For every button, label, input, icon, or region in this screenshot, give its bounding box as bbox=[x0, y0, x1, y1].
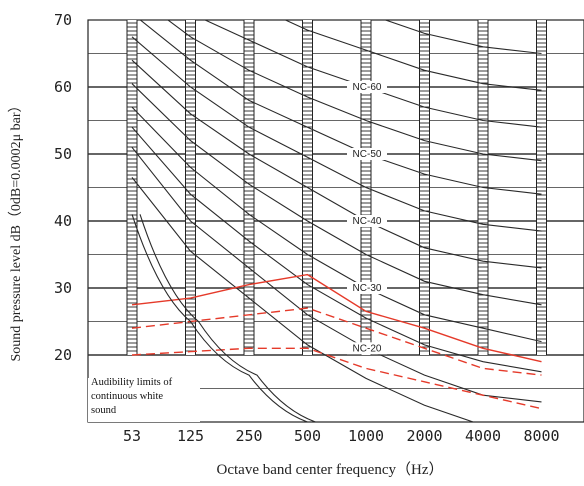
y-tick-label: 60 bbox=[54, 78, 72, 96]
x-tick-label: 1000 bbox=[348, 427, 384, 445]
y-tick-label: 50 bbox=[54, 145, 72, 163]
grid bbox=[87, 19, 584, 423]
nc-curve bbox=[203, 20, 542, 128]
audibility-curve bbox=[131, 214, 308, 422]
nc-curve-intermediate bbox=[131, 36, 542, 232]
nc-label-bg bbox=[347, 148, 387, 160]
red-series-line bbox=[131, 307, 542, 376]
nc-curves: NC-60 NC-50 NC-40 NC-30 NC-20 bbox=[131, 20, 542, 422]
nc-label-bg bbox=[347, 215, 387, 227]
x-tick-label: 2000 bbox=[406, 427, 442, 445]
nc-curve bbox=[131, 59, 542, 269]
ladder-bg bbox=[419, 20, 430, 355]
annotation-line-2: continuous white bbox=[91, 391, 163, 402]
annotation-line-1: Audibility limits of bbox=[91, 377, 173, 388]
axis-ticks: 20 30 40 50 60 70 53 125 250 500 1000 2000 4000 8000 bbox=[54, 11, 560, 445]
nc-curve-lower bbox=[131, 177, 475, 422]
x-tick-label: 500 bbox=[294, 427, 321, 445]
x-tick-label: 250 bbox=[235, 427, 262, 445]
red-series bbox=[131, 273, 542, 410]
x-tick-label: 125 bbox=[177, 427, 204, 445]
ladder-bg bbox=[127, 20, 137, 355]
audibility-curve bbox=[139, 214, 316, 422]
x-tick-label: 8000 bbox=[523, 427, 559, 445]
y-tick-label: 20 bbox=[54, 346, 72, 364]
nc-curve bbox=[139, 20, 542, 195]
ladder-bg bbox=[536, 20, 547, 355]
annotation-line-3: sound bbox=[91, 405, 117, 416]
y-tick-label: 40 bbox=[54, 212, 72, 230]
nc-curve bbox=[131, 106, 542, 343]
nc-label-bg bbox=[347, 81, 387, 93]
ladder-bg bbox=[244, 20, 254, 355]
nc-curve bbox=[131, 146, 542, 403]
nc-curve-upper bbox=[284, 20, 542, 91]
nc-label: NC-30 bbox=[353, 283, 382, 294]
nc-curve-intermediate bbox=[167, 20, 542, 162]
x-tick-label: 53 bbox=[123, 427, 141, 445]
nc-label: NC-50 bbox=[353, 149, 382, 160]
nc-label: NC-40 bbox=[353, 216, 382, 227]
nc-curve-upper bbox=[383, 20, 542, 55]
x-tick-label: 4000 bbox=[465, 427, 501, 445]
ladder-bg bbox=[185, 20, 196, 355]
nc-label-bg bbox=[347, 342, 387, 355]
nc-label: NC-60 bbox=[353, 82, 382, 93]
nc-label-bg bbox=[347, 282, 387, 294]
annotation-box bbox=[88, 378, 200, 422]
nc-curve-intermediate bbox=[131, 83, 542, 306]
annotation: Audibility limits of continuous white so… bbox=[91, 377, 175, 416]
x-axis-label: Octave band center frequency（Hz） bbox=[217, 461, 444, 478]
nc-curve-intermediate bbox=[131, 126, 542, 373]
y-axis-label: Sound pressure level dB（0dB=0.0002μ bar） bbox=[8, 98, 24, 361]
y-tick-label: 70 bbox=[54, 11, 72, 29]
red-series-line bbox=[131, 273, 542, 363]
y-tick-label: 30 bbox=[54, 279, 72, 297]
audibility-curves bbox=[131, 214, 316, 422]
nc-label: NC-20 bbox=[353, 343, 382, 354]
